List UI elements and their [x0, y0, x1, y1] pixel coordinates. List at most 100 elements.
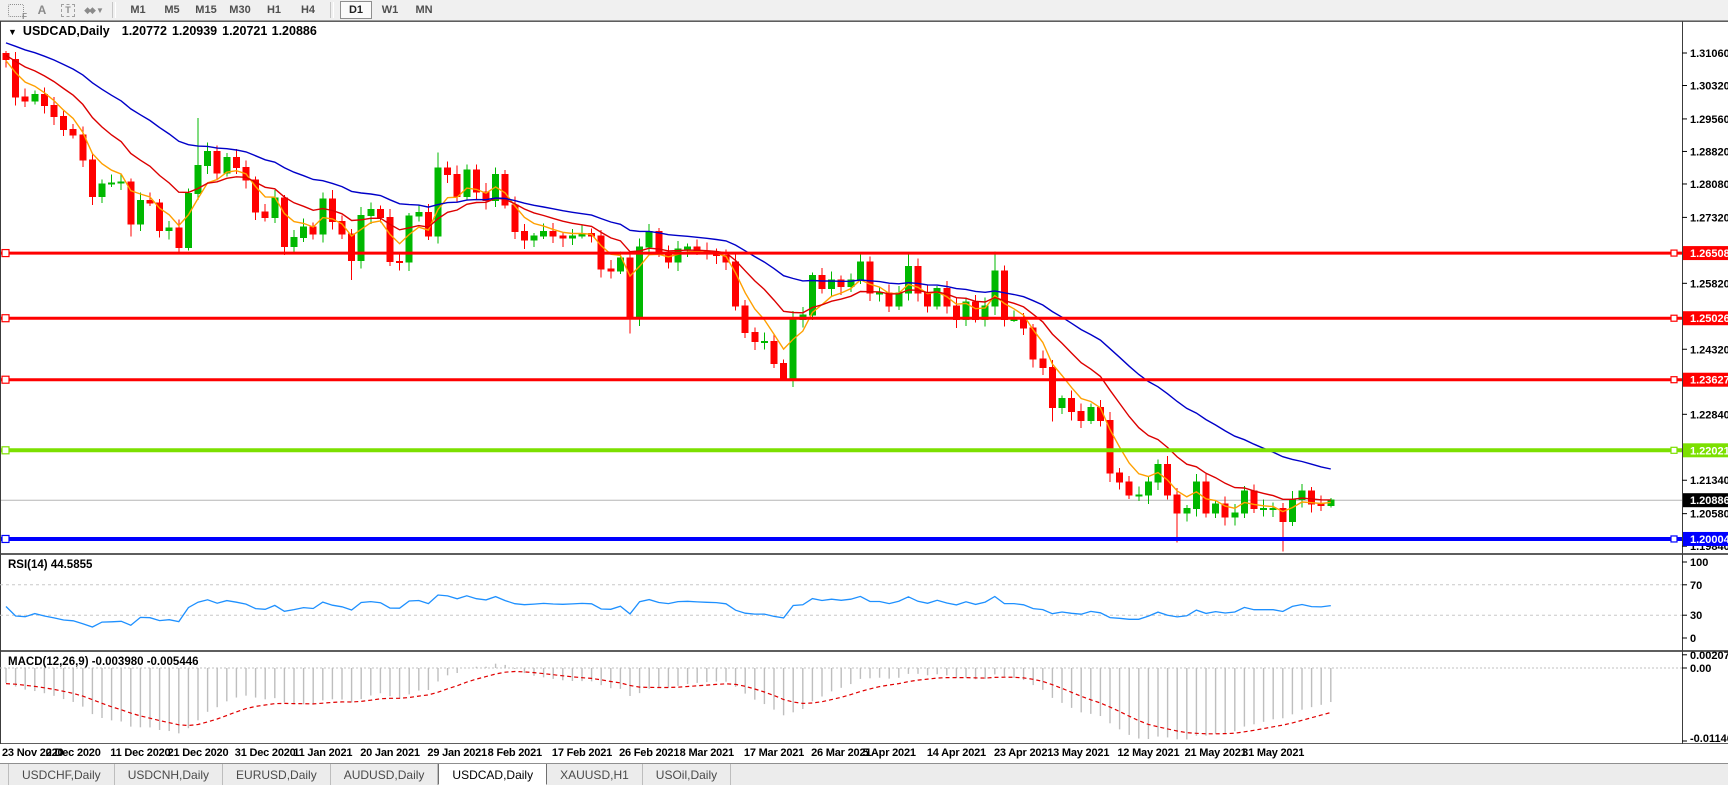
candle: [1144, 475, 1152, 504]
candle: [578, 224, 586, 239]
level-price-label: 1.20004: [1683, 531, 1728, 546]
line-handle[interactable]: [1670, 249, 1678, 257]
tab-usdchf-daily[interactable]: USDCHF,Daily: [8, 764, 115, 785]
resistance-line-1[interactable]: [0, 248, 1682, 258]
price-tick-label: 1.21340: [1690, 475, 1728, 487]
tf-button-w1[interactable]: W1: [381, 4, 399, 16]
tf-button-m5[interactable]: M5: [164, 4, 180, 16]
date-tick-label: 31 May 2021: [1242, 747, 1305, 759]
candle: [108, 174, 116, 187]
tf-button-h4[interactable]: H4: [300, 4, 316, 16]
resistance-line-2[interactable]: [0, 314, 1682, 323]
date-tick-label: 17 Mar 2021: [743, 747, 805, 759]
candle: [40, 87, 48, 114]
candle: [933, 285, 941, 310]
date-tick-label: 21 Dec 2020: [167, 747, 229, 759]
macd-axis-label: -0.011462: [1690, 733, 1728, 744]
tab-eurusd-daily[interactable]: EURUSD,Daily: [223, 764, 331, 785]
tab-audusd-daily[interactable]: AUDUSD,Daily: [331, 764, 439, 785]
macd-signal-line: [5, 670, 1331, 735]
candle: [559, 232, 567, 247]
date-tick-label: 14 Apr 2021: [926, 747, 986, 759]
tf-button-d1[interactable]: D1: [340, 1, 372, 19]
candle: [1212, 500, 1220, 518]
candle: [204, 142, 212, 175]
candle: [367, 202, 375, 225]
tab-usdcnh-daily[interactable]: USDCNH,Daily: [115, 764, 224, 785]
candle: [136, 192, 144, 232]
toolbar-separator: [330, 2, 334, 18]
price-tick-label: 1.27320: [1690, 212, 1728, 224]
tf-button-m30[interactable]: M30: [229, 4, 251, 16]
candle: [914, 258, 922, 302]
candle: [837, 275, 845, 295]
candle: [626, 253, 634, 334]
candle: [434, 152, 442, 244]
level-price-label: 1.25026: [1683, 311, 1728, 326]
svg-text:1.23627: 1.23627: [1690, 375, 1728, 387]
candle: [444, 161, 452, 183]
candle: [69, 123, 77, 139]
tab-usdcad-daily[interactable]: USDCAD,Daily: [438, 764, 548, 785]
macd-panel[interactable]: [0, 663, 1682, 740]
price-tick-label: 1.20580: [1690, 509, 1728, 521]
candle: [607, 260, 615, 279]
candle: [21, 88, 29, 108]
support-line-green[interactable]: [0, 446, 1682, 455]
line-handle[interactable]: [1, 534, 10, 544]
date-tick-label: 11 Jan 2021: [293, 747, 353, 759]
text-tool-icon[interactable]: T: [58, 2, 78, 18]
line-handle[interactable]: [1, 248, 10, 258]
candle: [924, 285, 932, 313]
freehand-tool-icon[interactable]: F: [6, 2, 27, 21]
candle: [1308, 486, 1316, 513]
rsi-panel[interactable]: [0, 584, 1682, 628]
tf-button-m15[interactable]: M15: [195, 4, 217, 16]
candle: [1039, 350, 1047, 375]
candle: [472, 164, 480, 200]
date-tick-label: 26 Mar 2021: [811, 747, 872, 759]
ohlc-high: 1.20939: [172, 24, 217, 38]
support-line-blue[interactable]: [0, 534, 1682, 544]
ma-mid-line: [5, 54, 1331, 501]
tf-button-h1[interactable]: H1: [266, 4, 282, 16]
tab-usoil-daily[interactable]: USOil,Daily: [643, 764, 732, 785]
date-axis[interactable]: 23 Nov 2020 2 Dec 2020 11 Dec 2020 21 Dec 2…: [0, 744, 1728, 763]
tab-xauusd-h1[interactable]: XAUUSD,H1: [547, 764, 643, 785]
date-tick-label: 23 Nov 2020: [2, 747, 64, 759]
date-tick-label: 23 Apr 2021: [994, 747, 1054, 759]
text-label-tool-icon[interactable]: A: [37, 3, 47, 17]
macd-axis-label: 0.00: [1690, 663, 1711, 675]
candle: [645, 224, 653, 255]
line-handle[interactable]: [1670, 446, 1678, 454]
line-handle[interactable]: [1, 375, 10, 384]
candle: [1058, 395, 1066, 414]
tf-button-m1[interactable]: M1: [130, 4, 146, 16]
chart-canvas[interactable]: 1.31060 1.30320 1.29560 1.28820 1.28080 1.273…: [0, 21, 1728, 744]
resistance-line-3[interactable]: [0, 375, 1682, 384]
line-handle[interactable]: [1670, 314, 1678, 322]
candle: [194, 118, 202, 201]
line-handle[interactable]: [1, 446, 10, 455]
tf-button-mn[interactable]: MN: [415, 4, 433, 16]
svg-text:1.25026: 1.25026: [1690, 313, 1728, 325]
line-handle[interactable]: [1670, 376, 1678, 384]
candle: [405, 213, 413, 271]
price-tick-label: 1.31060: [1690, 48, 1728, 60]
chart-tab-bar: USDCHF,Daily USDCNH,Daily EURUSD,Daily AUDU…: [0, 763, 1728, 785]
candle: [357, 206, 365, 269]
object-arrange-tool-icon[interactable]: ◆◆ ▼: [84, 4, 104, 15]
date-tick-label: 8 Mar 2021: [679, 747, 734, 759]
candle: [386, 209, 394, 266]
chart-symbol-dropdown-icon[interactable]: ▼: [8, 27, 17, 37]
candle: [1077, 403, 1085, 428]
price-tick-label: 1.22840: [1690, 409, 1728, 421]
candle: [895, 286, 903, 311]
line-handle[interactable]: [1, 314, 10, 323]
candle: [674, 240, 682, 271]
svg-text:1.22021: 1.22021: [1690, 445, 1728, 457]
toolbar-separator: [112, 2, 116, 18]
candle: [991, 251, 999, 315]
rsi-line: [5, 594, 1331, 628]
line-handle[interactable]: [1670, 535, 1678, 543]
